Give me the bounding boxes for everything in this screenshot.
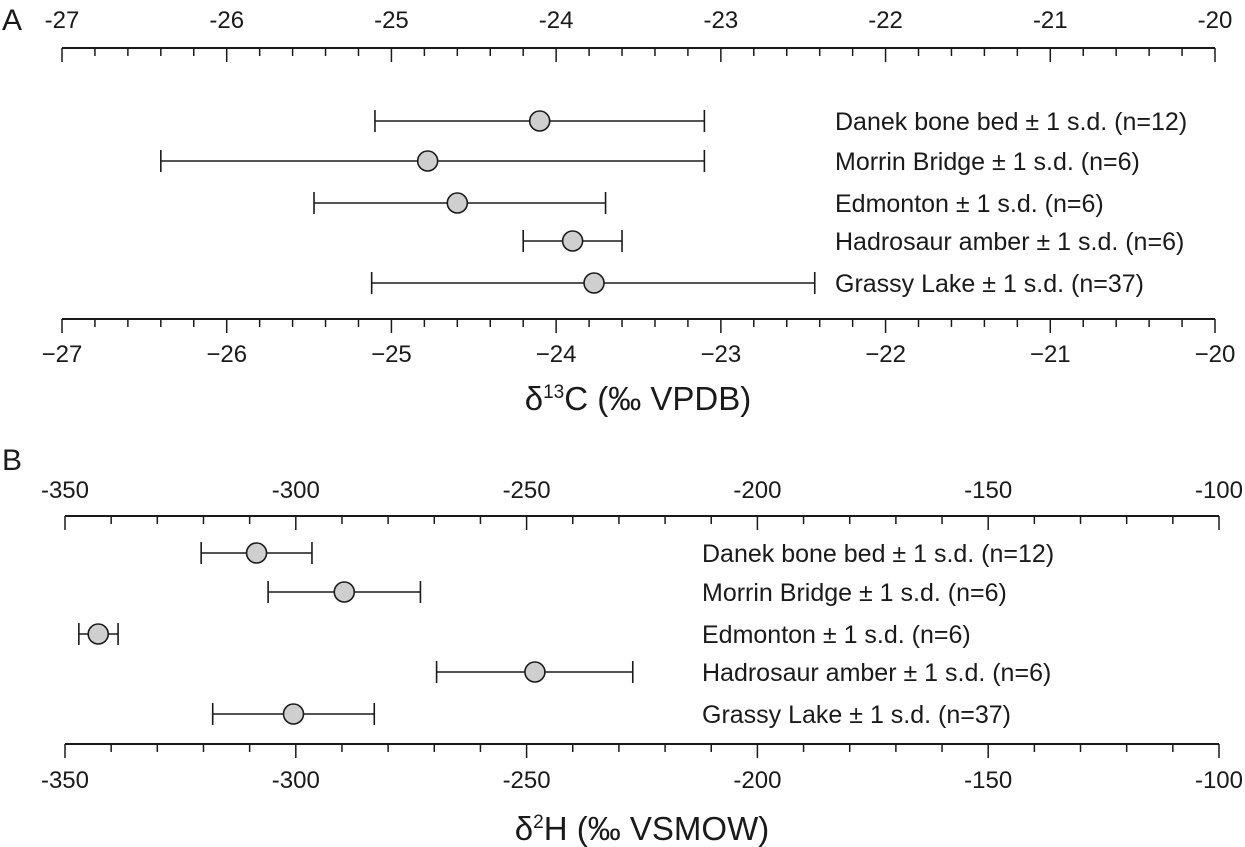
panel-b-series-label: Edmonton ± 1 s.d. (n=6): [702, 621, 971, 649]
panel-b-top-tick-label: -300: [272, 477, 320, 504]
panel-a-series-label: Hadrosaur amber ± 1 s.d. (n=6): [835, 228, 1184, 256]
panel-b-series-label: Danek bone bed ± 1 s.d. (n=12): [702, 540, 1054, 568]
panel-b-mean-point: [87, 623, 110, 645]
panel-a-mean-point: [583, 272, 605, 294]
panel-a-bottom-tick-label: −24: [536, 341, 577, 368]
panel-a-top-tick-label: -22: [868, 7, 903, 34]
panel-a-top-tick-label: -27: [45, 7, 80, 34]
panel-a-x-axis-title: δ13C (‰ VPDB): [525, 380, 752, 417]
panel-b-top-tick-label: -350: [41, 477, 89, 504]
panel-b-series-label: Grassy Lake ± 1 s.d. (n=37): [702, 701, 1011, 729]
panel-b-bottom-tick-label: -300: [272, 767, 320, 794]
panel-b-series-label: Hadrosaur amber ± 1 s.d. (n=6): [702, 659, 1051, 687]
panel-b-top-tick-label: -250: [503, 477, 551, 504]
panel-b-mean-point: [245, 542, 268, 564]
panel-b-bottom-tick-label: -100: [1195, 767, 1243, 794]
panel-a-chart: A δ13C (‰ VPDB) -27 −27 -26 −26 -25 −25 -24 −24…: [2, 4, 1235, 417]
panel-a-series-label: Danek bone bed ± 1 s.d. (n=12): [835, 108, 1187, 136]
panel-a-top-tick-label: -25: [374, 7, 409, 34]
panel-a-top-tick-label: -26: [209, 7, 244, 34]
panel-a-mean-point: [561, 230, 584, 252]
panel-a-bottom-tick-label: −22: [865, 341, 906, 368]
panel-b-top-tick-label: -150: [964, 477, 1012, 504]
panel-a-bottom-tick-label: −20: [1195, 341, 1236, 368]
panel-b-bottom-tick-label: -250: [503, 767, 551, 794]
panel-b-top-tick-label: -200: [733, 477, 781, 504]
panel-a-bottom-tick-label: −27: [42, 341, 83, 368]
panel-a-mean-point: [528, 110, 551, 132]
panel-a-series-label: Edmonton ± 1 s.d. (n=6): [835, 190, 1104, 218]
panel-a-bottom-tick-label: −21: [1030, 341, 1071, 368]
panel-b-bottom-tick-label: -200: [733, 767, 781, 794]
panel-b-mean-point: [333, 581, 356, 603]
panel-a-mean-point: [416, 150, 439, 172]
panel-a-top-tick-label: -21: [1033, 7, 1068, 34]
panel-b-bottom-tick-label: -350: [41, 767, 89, 794]
panel-b-chart: B δ2H (‰ VSMOW) -350 -350 -300 -300 -250 -250…: [2, 444, 1243, 847]
panel-a-series-label: Morrin Bridge ± 1 s.d. (n=6): [835, 148, 1140, 176]
panel-b-label: B: [2, 444, 22, 477]
panel-a-bottom-tick-label: −26: [206, 341, 247, 368]
panel-b-series-label: Morrin Bridge ± 1 s.d. (n=6): [702, 579, 1007, 607]
panel-b-mean-point: [282, 703, 305, 725]
panel-b-x-axis-title: δ2H (‰ VSMOW): [515, 810, 769, 847]
panel-a-mean-point: [446, 192, 469, 214]
panel-b-top-tick-label: -100: [1195, 477, 1243, 504]
panel-a-top-tick-label: -23: [704, 7, 739, 34]
panel-a-top-tick-label: -20: [1198, 7, 1233, 34]
panel-b-mean-point: [524, 661, 546, 683]
panel-a-bottom-tick-label: −23: [700, 341, 741, 368]
panel-a-series-label: Grassy Lake ± 1 s.d. (n=37): [835, 270, 1144, 298]
panel-a-top-tick-label: -24: [539, 7, 574, 34]
panel-a-label: A: [2, 4, 22, 37]
panel-a-bottom-tick-label: −25: [371, 341, 412, 368]
panel-b-bottom-tick-label: -150: [964, 767, 1012, 794]
